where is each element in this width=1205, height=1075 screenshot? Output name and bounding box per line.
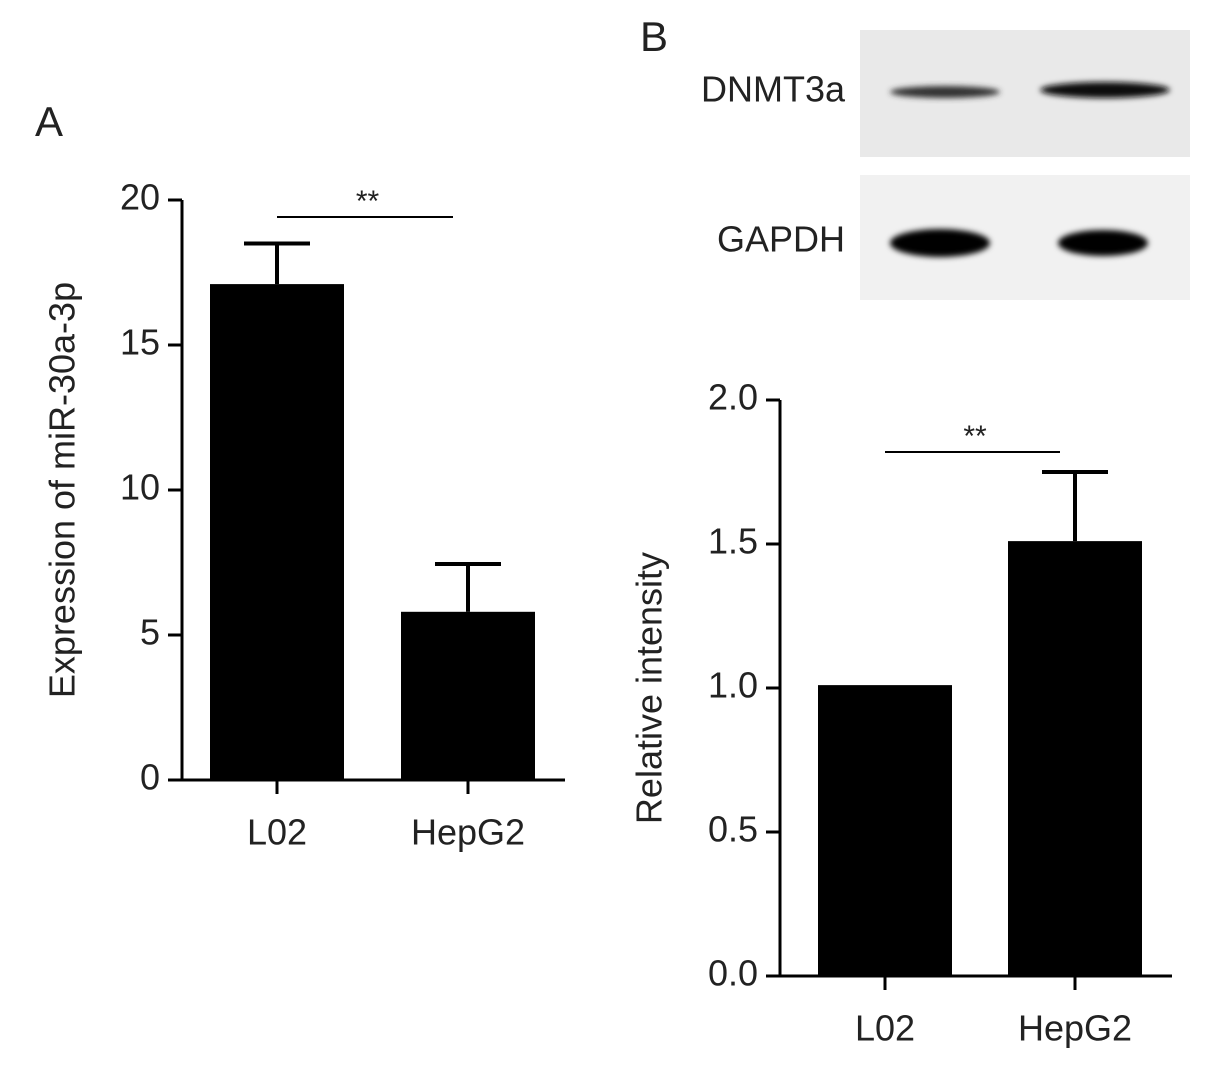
- y-tick-label: 0.5: [708, 809, 758, 850]
- x-tick-label: HepG2: [1018, 1008, 1132, 1049]
- y-axis-label: Relative intensity: [629, 552, 670, 824]
- y-tick-label: 15: [120, 322, 160, 363]
- panel-label: A: [35, 98, 63, 145]
- band: [890, 229, 990, 257]
- band: [890, 86, 1000, 98]
- panel-label: B: [640, 13, 668, 60]
- bar: [1008, 541, 1142, 976]
- band: [1040, 82, 1170, 98]
- y-tick-label: 0: [140, 757, 160, 798]
- y-tick-label: 20: [120, 177, 160, 218]
- y-tick-label: 1.5: [708, 521, 758, 562]
- y-tick-label: 0.0: [708, 953, 758, 994]
- x-tick-label: L02: [247, 812, 307, 853]
- y-tick-label: 10: [120, 467, 160, 508]
- significance: **: [963, 420, 987, 453]
- bar: [401, 611, 535, 780]
- x-tick-label: HepG2: [411, 812, 525, 853]
- y-tick-label: 5: [140, 612, 160, 653]
- x-tick-label: L02: [855, 1008, 915, 1049]
- bar: [210, 284, 344, 780]
- y-axis-label: Expression of miR-30a-3p: [42, 282, 83, 698]
- y-tick-label: 1.0: [708, 665, 758, 706]
- y-tick-label: 2.0: [708, 377, 758, 418]
- blot-label: GAPDH: [717, 219, 845, 260]
- band: [1058, 230, 1148, 256]
- significance: **: [356, 185, 380, 218]
- blot-label: DNMT3a: [701, 69, 846, 110]
- bar: [818, 685, 952, 976]
